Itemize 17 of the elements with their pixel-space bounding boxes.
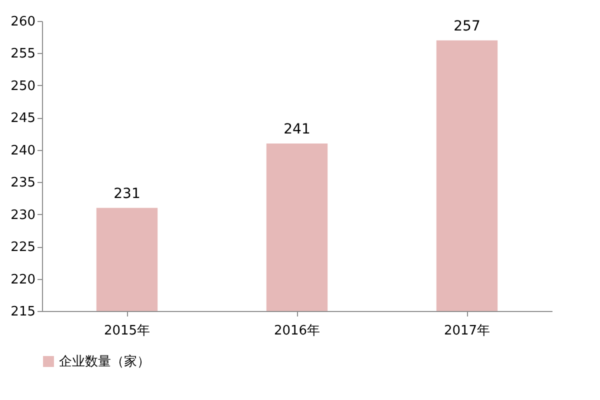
data-label: 231 bbox=[114, 186, 140, 202]
y-tick-label: 240 bbox=[10, 143, 36, 158]
x-tick-label: 2017年 bbox=[444, 324, 490, 338]
y-tick-label: 220 bbox=[10, 272, 36, 288]
legend-label: 企业数量（家） bbox=[59, 354, 150, 370]
y-tick-label: 225 bbox=[10, 240, 36, 256]
y-tick-label: 260 bbox=[10, 14, 36, 30]
y-tick-label: 250 bbox=[10, 78, 36, 94]
x-tick-label: 2016年 bbox=[274, 324, 320, 338]
y-tick-label: 245 bbox=[10, 111, 36, 126]
y-tick-label: 230 bbox=[10, 208, 36, 223]
data-label: 257 bbox=[454, 18, 480, 34]
data-label: 241 bbox=[284, 121, 310, 138]
x-tick-label: 2015年 bbox=[104, 324, 150, 338]
y-tick-label: 235 bbox=[10, 176, 36, 191]
y-tick-label: 255 bbox=[10, 46, 36, 62]
y-tick-label: 215 bbox=[10, 304, 36, 320]
